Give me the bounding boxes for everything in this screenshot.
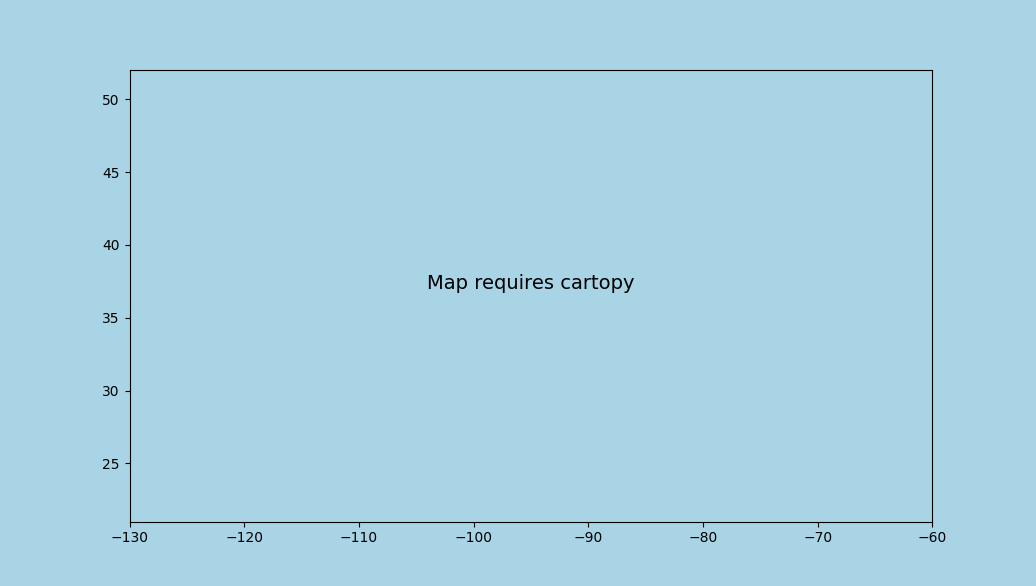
- Text: Map requires cartopy: Map requires cartopy: [427, 274, 635, 292]
